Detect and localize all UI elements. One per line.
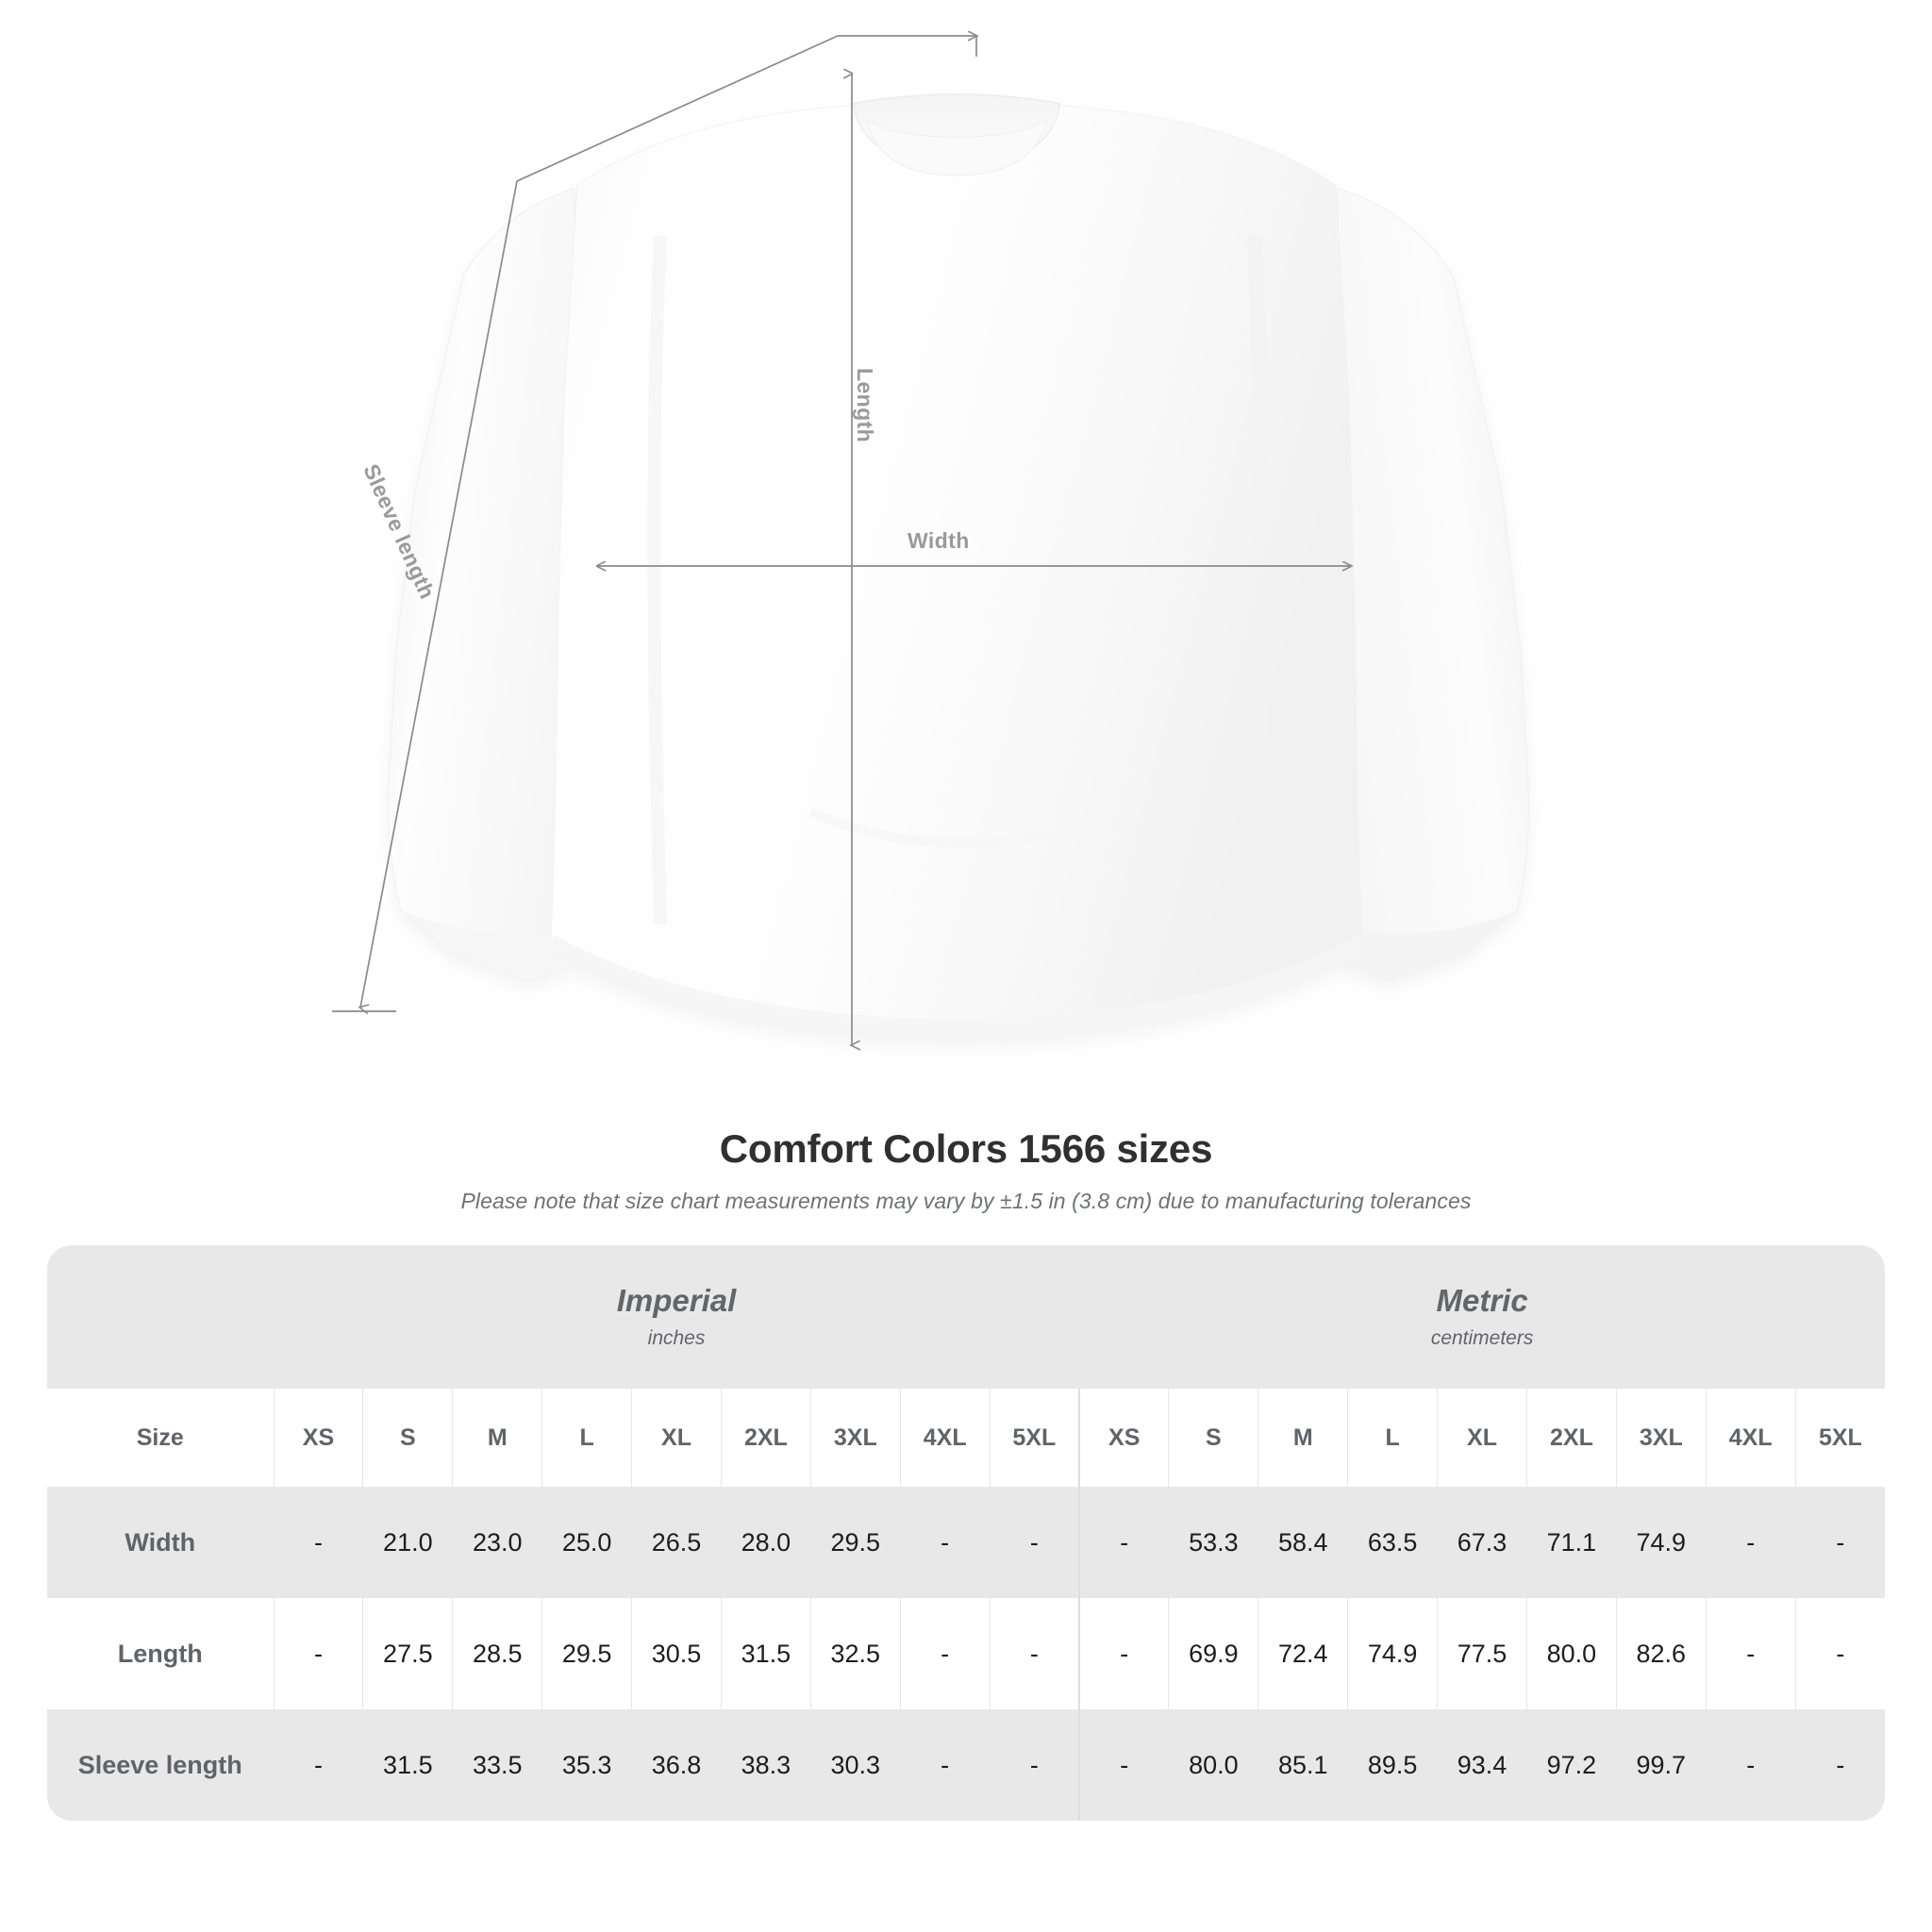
cell-width-imperial-2xl: 28.0 xyxy=(720,1487,811,1598)
size-header-metric-2xl: 2XL xyxy=(1525,1389,1617,1487)
cell-sleeve-metric-xs: - xyxy=(1078,1709,1169,1821)
cell-sleeve-metric-2xl: 97.2 xyxy=(1525,1709,1617,1821)
size-header-metric-4xl: 4XL xyxy=(1705,1389,1796,1487)
cell-sleeve-imperial-5xl: - xyxy=(989,1709,1080,1821)
cell-sleeve-metric-4xl: - xyxy=(1705,1709,1796,1821)
length-label: Length xyxy=(853,368,877,443)
width-label: Width xyxy=(908,528,970,553)
table-row: Length - 27.5 28.5 29.5 30.5 31.5 32.5 -… xyxy=(47,1598,1886,1709)
size-header-metric-m: M xyxy=(1257,1389,1348,1487)
tolerance-note: Please note that size chart measurements… xyxy=(460,1189,1472,1213)
row-label-length: Length xyxy=(47,1598,274,1709)
unit-metric-name: Metric xyxy=(1436,1283,1528,1319)
cell-width-metric-5xl: - xyxy=(1794,1487,1886,1598)
table-row: Sleeve length - 31.5 33.5 35.3 36.8 38.3… xyxy=(47,1709,1886,1821)
sweatshirt-illustration xyxy=(388,93,1529,1041)
cell-sleeve-imperial-2xl: 38.3 xyxy=(720,1709,811,1821)
cell-length-metric-2xl: 80.0 xyxy=(1525,1598,1617,1709)
cell-length-imperial-4xl: - xyxy=(899,1598,991,1709)
unit-band-row: Imperial inches Metric centimeters xyxy=(47,1245,1886,1389)
cell-length-imperial-5xl: - xyxy=(989,1598,1080,1709)
cell-length-metric-l: 74.9 xyxy=(1347,1598,1438,1709)
cell-sleeve-metric-m: 85.1 xyxy=(1257,1709,1348,1821)
size-header-row: Size XS S M L XL 2XL 3XL 4XL 5XL XS S M … xyxy=(47,1389,1886,1487)
size-header-metric-xs: XS xyxy=(1078,1389,1169,1487)
size-header-metric-5xl: 5XL xyxy=(1794,1389,1886,1487)
page-title: Comfort Colors 1566 sizes xyxy=(719,1126,1213,1171)
size-header-imperial-s: S xyxy=(362,1389,453,1487)
cell-sleeve-imperial-s: 31.5 xyxy=(362,1709,453,1821)
size-header-imperial-2xl: 2XL xyxy=(720,1389,811,1487)
cell-sleeve-metric-5xl: - xyxy=(1794,1709,1886,1821)
cell-length-imperial-xl: 30.5 xyxy=(631,1598,722,1709)
cell-width-metric-m: 58.4 xyxy=(1257,1487,1348,1598)
garment-diagram: Length Width Sleeve length xyxy=(332,0,1932,1123)
size-header-imperial-l: L xyxy=(541,1389,632,1487)
cell-sleeve-imperial-3xl: 30.3 xyxy=(809,1709,901,1821)
size-header-imperial-4xl: 4XL xyxy=(899,1389,991,1487)
cell-length-imperial-l: 29.5 xyxy=(541,1598,632,1709)
unit-group-imperial: Imperial inches xyxy=(274,1245,1080,1389)
size-header-metric-3xl: 3XL xyxy=(1615,1389,1707,1487)
size-header-label: Size xyxy=(47,1389,274,1487)
cell-sleeve-metric-3xl: 99.7 xyxy=(1615,1709,1707,1821)
cell-sleeve-imperial-4xl: - xyxy=(899,1709,991,1821)
cell-width-imperial-s: 21.0 xyxy=(362,1487,453,1598)
cell-width-imperial-xs: - xyxy=(273,1487,363,1598)
cell-width-metric-s: 53.3 xyxy=(1168,1487,1258,1598)
cell-width-imperial-xl: 26.5 xyxy=(631,1487,722,1598)
cell-length-metric-s: 69.9 xyxy=(1168,1598,1258,1709)
cell-sleeve-imperial-xl: 36.8 xyxy=(631,1709,722,1821)
cell-sleeve-metric-s: 80.0 xyxy=(1168,1709,1258,1821)
size-header-imperial-3xl: 3XL xyxy=(809,1389,901,1487)
cell-width-metric-xs: - xyxy=(1078,1487,1169,1598)
cell-length-imperial-2xl: 31.5 xyxy=(720,1598,811,1709)
cell-width-imperial-5xl: - xyxy=(989,1487,1080,1598)
size-header-metric-xl: XL xyxy=(1437,1389,1527,1487)
size-header-imperial-5xl: 5XL xyxy=(989,1389,1080,1487)
size-header-metric-s: S xyxy=(1168,1389,1258,1487)
unit-group-metric: Metric centimeters xyxy=(1079,1245,1886,1389)
cell-sleeve-imperial-m: 33.5 xyxy=(452,1709,542,1821)
unit-imperial-name: Imperial xyxy=(616,1283,737,1319)
size-header-imperial-m: M xyxy=(452,1389,542,1487)
cell-width-imperial-l: 25.0 xyxy=(541,1487,632,1598)
cell-width-metric-4xl: - xyxy=(1705,1487,1796,1598)
cell-length-metric-4xl: - xyxy=(1705,1598,1796,1709)
cell-length-metric-xs: - xyxy=(1078,1598,1169,1709)
table-row: Width - 21.0 23.0 25.0 26.5 28.0 29.5 - … xyxy=(47,1487,1886,1598)
cell-width-imperial-3xl: 29.5 xyxy=(809,1487,901,1598)
cell-width-metric-xl: 67.3 xyxy=(1437,1487,1527,1598)
dimension-lines xyxy=(332,0,1932,1123)
cell-sleeve-imperial-xs: - xyxy=(273,1709,363,1821)
row-label-width: Width xyxy=(47,1487,274,1598)
cell-length-imperial-xs: - xyxy=(273,1598,363,1709)
unit-imperial-sub: inches xyxy=(647,1326,706,1349)
cell-length-metric-5xl: - xyxy=(1794,1598,1886,1709)
size-chart-table: Imperial inches Metric centimeters Size … xyxy=(47,1245,1886,1821)
cell-length-metric-3xl: 82.6 xyxy=(1615,1598,1707,1709)
cell-length-metric-m: 72.4 xyxy=(1257,1598,1348,1709)
cell-sleeve-metric-l: 89.5 xyxy=(1347,1709,1438,1821)
size-header-imperial-xl: XL xyxy=(631,1389,722,1487)
cell-sleeve-metric-xl: 93.4 xyxy=(1437,1709,1527,1821)
row-label-sleeve-length: Sleeve length xyxy=(47,1709,274,1821)
cell-width-metric-3xl: 74.9 xyxy=(1615,1487,1707,1598)
cell-width-metric-2xl: 71.1 xyxy=(1525,1487,1617,1598)
cell-width-imperial-m: 23.0 xyxy=(452,1487,542,1598)
size-header-metric-l: L xyxy=(1347,1389,1438,1487)
cell-length-imperial-3xl: 32.5 xyxy=(809,1598,901,1709)
title-block: Comfort Colors 1566 sizes Please note th… xyxy=(0,1126,1932,1214)
size-header-imperial-xs: XS xyxy=(273,1389,363,1487)
cell-sleeve-imperial-l: 35.3 xyxy=(541,1709,632,1821)
cell-length-metric-xl: 77.5 xyxy=(1437,1598,1527,1709)
cell-length-imperial-s: 27.5 xyxy=(362,1598,453,1709)
size-chart-table-wrapper: Imperial inches Metric centimeters Size … xyxy=(47,1245,1886,1821)
cell-width-imperial-4xl: - xyxy=(899,1487,991,1598)
cell-width-metric-l: 63.5 xyxy=(1347,1487,1438,1598)
unit-metric-sub: centimeters xyxy=(1430,1326,1534,1349)
unit-band-spacer xyxy=(47,1245,274,1389)
cell-length-imperial-m: 28.5 xyxy=(452,1598,542,1709)
